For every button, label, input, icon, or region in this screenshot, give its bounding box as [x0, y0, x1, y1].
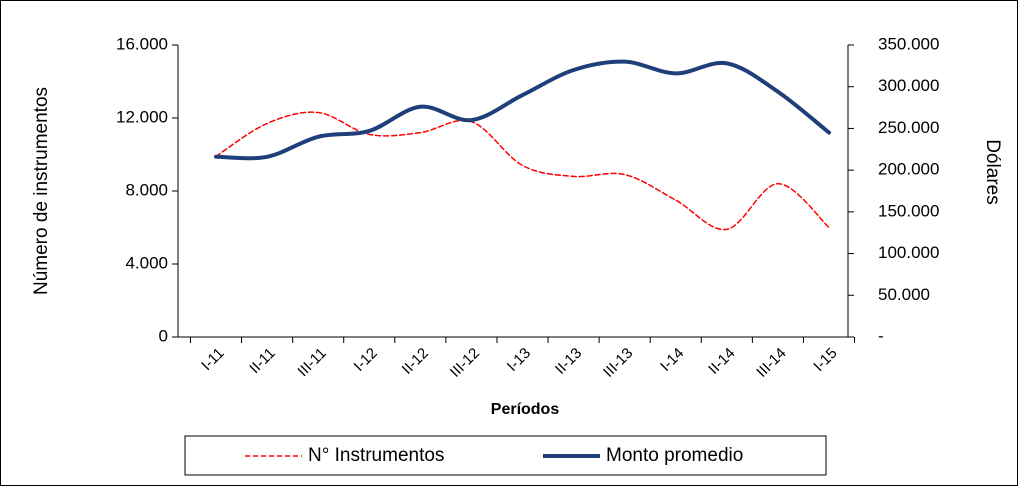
series-line [214, 59, 831, 161]
y2-tick-label: 200.000 [878, 160, 939, 179]
y2-tick-label: 150.000 [878, 201, 939, 220]
series-line [215, 111, 830, 231]
legend-label: Monto promedio [606, 445, 743, 466]
y-tick-label: 16.000 [116, 34, 168, 53]
y-tick-label: 4.000 [125, 253, 168, 272]
y2-tick-label: 300.000 [878, 76, 939, 95]
y2-axis-title: Dólares [982, 139, 1003, 204]
legend [184, 435, 827, 476]
y-axis-title: Número de instrumentos [31, 87, 52, 295]
y2-tick-label: - [878, 326, 884, 345]
y2-tick-label: 350.000 [878, 34, 939, 53]
x-axis-title: Períodos [491, 401, 560, 418]
y-tick-label: 12.000 [116, 107, 168, 126]
y2-tick-label: 50.000 [878, 285, 930, 304]
y-tick-label: 0 [159, 326, 168, 345]
y-tick-label: 8.000 [125, 180, 168, 199]
legend-label: N° Instrumentos [308, 445, 444, 466]
y2-tick-label: 250.000 [878, 118, 939, 137]
y2-tick-label: 100.000 [878, 243, 939, 262]
